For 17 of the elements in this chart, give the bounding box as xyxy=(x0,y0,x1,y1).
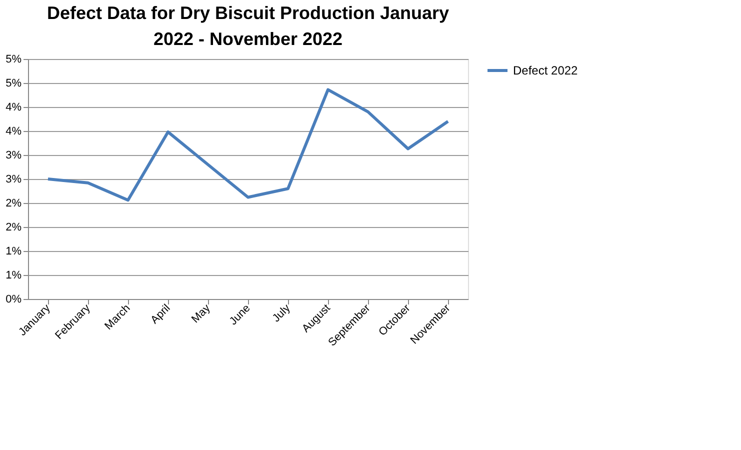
y-tick-label: 3% xyxy=(6,174,22,186)
y-tick-label: 1% xyxy=(6,270,22,282)
y-tick-label: 1% xyxy=(6,246,22,258)
y-tick-label: 5% xyxy=(6,54,22,66)
y-tick-label: 3% xyxy=(6,150,22,162)
chart-title: Defect Data for Dry Biscuit Production January 2022 - November 2022 xyxy=(46,3,450,49)
y-tick-label: 4% xyxy=(6,102,22,114)
y-tick-label: 0% xyxy=(6,294,22,306)
legend-label: Defect 2022 xyxy=(513,64,578,78)
x-tick-label: July xyxy=(270,302,294,325)
y-tick-label: 4% xyxy=(6,126,22,138)
y-tick-label: 2% xyxy=(6,222,22,234)
line-series xyxy=(46,88,450,202)
x-tick-label: May xyxy=(190,302,214,326)
x-tick-label: June xyxy=(227,302,253,328)
y-tick-label: 2% xyxy=(6,198,22,210)
y-tick-label: 5% xyxy=(6,78,22,90)
